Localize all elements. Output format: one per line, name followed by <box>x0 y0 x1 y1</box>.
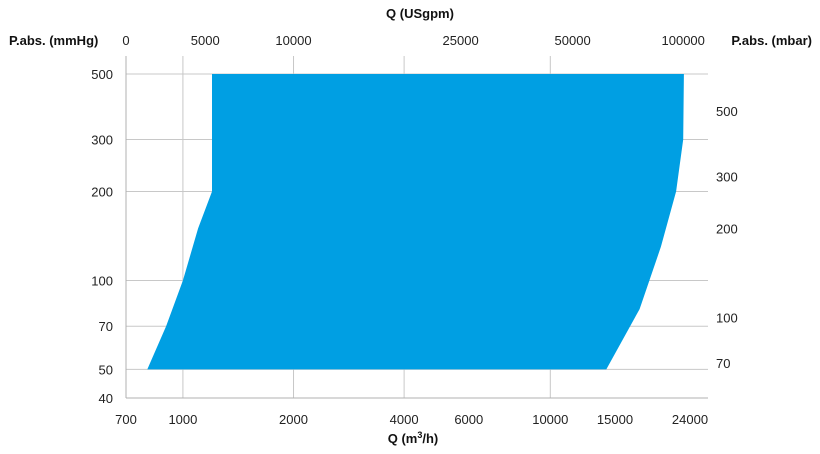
x-top-tick-label-10000: 10000 <box>275 33 311 48</box>
y-right-tick-label-70: 70 <box>716 356 730 371</box>
y-left-tick-label-40: 40 <box>99 391 113 406</box>
x-bottom-tick-label-2000: 2000 <box>279 412 308 427</box>
tick-labels: 700 1000 2000 4000 6000 10000 15000 24000 0 5000 1… <box>91 33 737 427</box>
axes <box>125 56 708 399</box>
y-left-tick-label-50: 50 <box>99 362 113 377</box>
coverage-area-polygon-0 <box>147 74 684 370</box>
x-top-tick-label-0: 0 <box>122 33 129 48</box>
x-bottom-tick-label-10000: 10000 <box>532 412 568 427</box>
bottom-axis-title-tail: /h) <box>422 431 438 446</box>
y-left-tick-label-300: 300 <box>91 133 113 148</box>
y-right-tick-label-500: 500 <box>716 104 738 119</box>
x-top-tick-label-5000: 5000 <box>191 33 220 48</box>
x-bottom-tick-label-700: 700 <box>115 412 137 427</box>
y-right-tick-label-300: 300 <box>716 169 738 184</box>
x-bottom-tick-label-1000: 1000 <box>168 412 197 427</box>
left-axis-title: P.abs. (mmHg) <box>9 33 98 48</box>
coverage-area <box>147 74 684 370</box>
y-right-tick-label-100: 100 <box>716 310 738 325</box>
top-axis-title: Q (USgpm) <box>386 6 454 21</box>
x-bottom-tick-label-4000: 4000 <box>390 412 419 427</box>
y-left-tick-label-500: 500 <box>91 67 113 82</box>
right-axis-title: P.abs. (mbar) <box>731 33 812 48</box>
x-bottom-tick-label-6000: 6000 <box>454 412 483 427</box>
x-top-tick-label-100000: 100000 <box>662 33 705 48</box>
y-left-tick-label-70: 70 <box>99 319 113 334</box>
bottom-axis-title-text: Q (m <box>388 431 418 446</box>
x-bottom-tick-label-24000: 24000 <box>672 412 708 427</box>
x-top-tick-label-25000: 25000 <box>443 33 479 48</box>
y-left-tick-label-200: 200 <box>91 185 113 200</box>
x-top-tick-label-50000: 50000 <box>555 33 591 48</box>
bottom-axis-title-superscript: 3 <box>417 430 422 440</box>
bottom-axis-title: Q (m3/h) <box>388 430 439 446</box>
y-right-tick-label-200: 200 <box>716 221 738 236</box>
y-left-tick-label-100: 100 <box>91 273 113 288</box>
x-bottom-tick-label-15000: 15000 <box>597 412 633 427</box>
